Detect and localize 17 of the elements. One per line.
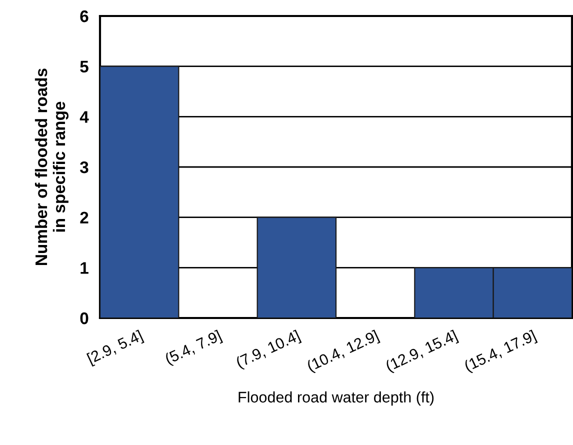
y-tick-label: 4 [80,111,89,123]
x-tick-label: [2.9, 5.4] [86,330,144,367]
y-axis-title: Number of flooded roads in specific range [34,68,69,265]
y-tick-label: 6 [80,10,88,22]
bar [100,66,180,318]
x-tick-label: (5.4, 7.9] [164,330,224,368]
y-tick-label: 0 [80,312,88,324]
y-tick-label: 3 [80,161,88,174]
x-tick-label: (15.4, 17.9] [463,330,538,374]
y-tick-label: 2 [80,212,88,224]
y-tick-label: 1 [80,262,88,274]
y-tick-label: 5 [80,60,88,73]
bar [256,216,337,318]
x-tick-label: (12.9, 15.4] [384,330,460,374]
x-tick-label: (7.9, 10.4] [235,330,302,371]
x-tick-label: (10.4, 12.9] [306,330,380,374]
x-axis-title: Flooded road water depth (ft) [238,391,434,406]
